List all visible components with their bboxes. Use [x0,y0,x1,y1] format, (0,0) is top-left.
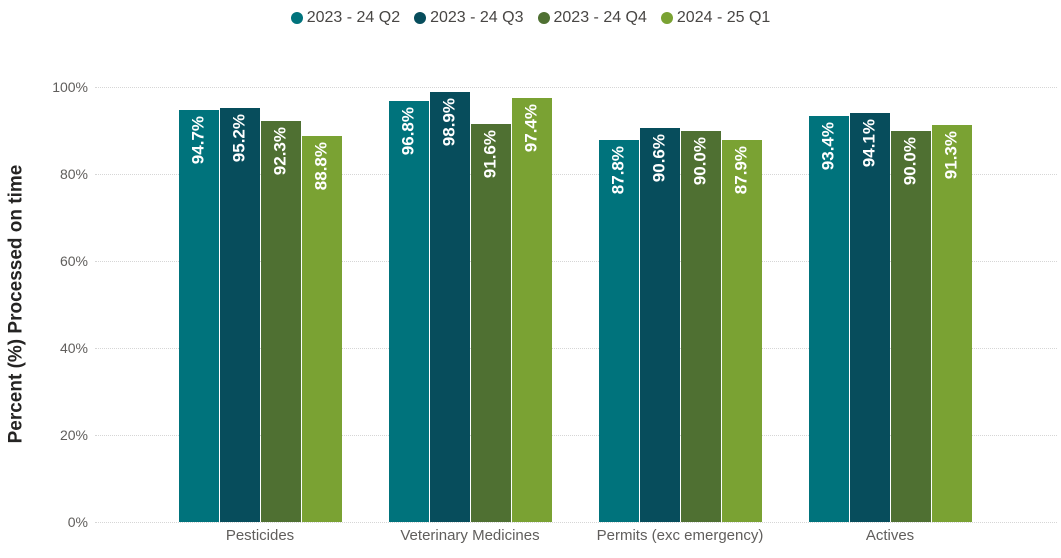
bar-value-label: 91.3% [941,130,961,180]
bar[interactable]: 93.4% [808,115,849,522]
bar[interactable]: 87.8% [598,140,639,522]
x-category-label: Permits (exc emergency) [596,527,764,544]
bar-value-label: 96.8% [398,106,418,156]
gridline [95,174,1057,175]
bar-value-label: 92.3% [270,126,290,175]
bar[interactable]: 92.3% [260,120,301,522]
bar[interactable]: 94.7% [178,110,219,522]
gridline [95,348,1057,349]
gridline [95,261,1057,262]
bar-value-label: 88.8% [311,141,331,190]
x-category-label: Veterinary Medicines [400,527,540,544]
bar-value-label: 98.9% [439,97,459,146]
bar[interactable]: 94.1% [849,112,890,522]
legend-label: 2023 - 24 Q4 [553,9,647,26]
bar-value-label: 97.4% [521,104,541,153]
legend-item[interactable]: 2023 - 24 Q2 [290,9,401,27]
bar[interactable]: 88.8% [301,135,342,522]
bar-value-label: 94.7% [188,116,208,165]
legend-label: 2024 - 25 Q1 [676,9,771,26]
bar-value-label: 90.0% [900,136,920,185]
bar[interactable]: 87.9% [721,139,762,522]
legend-item[interactable]: 2024 - 25 Q1 [660,9,771,27]
legend-label: 2023 - 24 Q3 [430,9,524,26]
bar-value-label: 94.1% [859,118,879,167]
gridline [95,87,1057,88]
bar-value-label: 87.9% [731,145,751,194]
bar[interactable]: 98.9% [429,91,470,522]
bar[interactable]: 95.2% [219,107,260,522]
gridline [95,435,1057,436]
legend-color-dot-icon [414,12,427,24]
legend-color-dot-icon [537,12,550,24]
gridline [95,522,1057,523]
bar-value-label: 90.6% [649,133,669,183]
x-category-label: Actives [865,527,915,544]
x-category-label: Pesticides [225,527,295,544]
legend-item[interactable]: 2023 - 24 Q3 [414,9,524,27]
legend-label: 2023 - 24 Q2 [306,9,401,26]
bar-value-label: 95.2% [229,113,249,163]
bar-value-label: 93.4% [818,121,838,170]
bar[interactable]: 90.6% [639,127,680,522]
bar[interactable]: 90.0% [680,130,721,522]
y-axis-title: Percent (%) Processed on time [5,164,27,444]
bar[interactable]: 97.4% [511,98,552,522]
bar-value-label: 87.8% [608,146,628,195]
legend-color-dot-icon [660,12,673,24]
bar-value-label: 90.0% [690,136,710,185]
y-tick-label: 40% [59,340,88,356]
legend: 2023 - 24 Q2 2023 - 24 Q3 2023 - 24 Q4 2024… [0,9,1061,27]
bar[interactable]: 96.8% [388,100,429,522]
y-tick-label: 60% [59,253,88,269]
bar-value-label: 91.6% [480,129,500,178]
y-tick-label: 100% [52,79,88,95]
y-tick-label: 20% [59,427,88,443]
bar[interactable]: 90.0% [890,130,931,522]
bar[interactable]: 91.3% [931,124,972,522]
y-tick-label: 0% [67,514,88,530]
legend-item[interactable]: 2023 - 24 Q4 [537,9,647,27]
bar[interactable]: 91.6% [470,123,511,522]
y-tick-label: 80% [59,166,88,182]
legend-color-dot-icon [290,12,303,24]
